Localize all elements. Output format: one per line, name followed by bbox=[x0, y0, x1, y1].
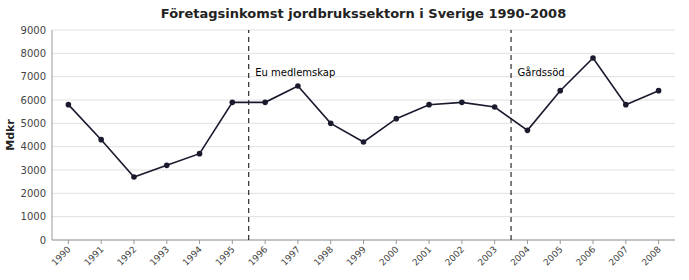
point bbox=[197, 151, 203, 157]
x-tick-label: 2004 bbox=[509, 244, 532, 267]
x-tick-label: 2001 bbox=[410, 244, 433, 267]
grid-line bbox=[52, 193, 675, 194]
point bbox=[230, 100, 236, 106]
y-tick-label: 6000 bbox=[21, 95, 46, 106]
x-tick-label: 2002 bbox=[443, 244, 466, 267]
point bbox=[492, 104, 498, 110]
y-tick-label: 9000 bbox=[21, 25, 46, 36]
x-tick-label: 1997 bbox=[279, 244, 302, 267]
grid-line bbox=[52, 216, 675, 217]
annotation: Eu medlemskap bbox=[255, 67, 335, 78]
x-tick-label: 1993 bbox=[148, 244, 171, 267]
x-tick bbox=[625, 240, 626, 244]
point bbox=[131, 174, 137, 180]
grid-line bbox=[52, 170, 675, 171]
x-tick bbox=[527, 240, 528, 244]
grid-line bbox=[52, 53, 675, 54]
point bbox=[525, 128, 531, 134]
x-tick bbox=[68, 240, 69, 244]
point bbox=[328, 121, 334, 127]
y-tick-label: 7000 bbox=[21, 71, 46, 82]
x-tick bbox=[429, 240, 430, 244]
y-tick-label: 4000 bbox=[21, 141, 46, 152]
point bbox=[66, 102, 72, 108]
reference-line bbox=[248, 30, 249, 240]
x-tick bbox=[658, 240, 659, 244]
point bbox=[98, 137, 104, 143]
point bbox=[164, 163, 170, 169]
x-tick bbox=[265, 240, 266, 244]
y-axis-line bbox=[52, 30, 53, 240]
x-tick bbox=[297, 240, 298, 244]
point bbox=[623, 102, 629, 108]
y-tick-label: 3000 bbox=[21, 165, 46, 176]
x-tick bbox=[199, 240, 200, 244]
reference-line bbox=[511, 30, 512, 240]
x-tick bbox=[461, 240, 462, 244]
y-tick-label: 2000 bbox=[21, 188, 46, 199]
y-tick-label: 8000 bbox=[21, 48, 46, 59]
x-tick-label: 2000 bbox=[377, 244, 400, 267]
x-tick-label: 1991 bbox=[82, 244, 105, 267]
x-tick-label: 1994 bbox=[181, 244, 204, 267]
x-tick bbox=[166, 240, 167, 244]
x-tick bbox=[101, 240, 102, 244]
x-tick-label: 1996 bbox=[246, 244, 269, 267]
x-tick-label: 2007 bbox=[607, 244, 630, 267]
x-tick bbox=[133, 240, 134, 244]
grid-line bbox=[52, 76, 675, 77]
x-tick bbox=[560, 240, 561, 244]
point bbox=[557, 88, 563, 94]
x-tick bbox=[396, 240, 397, 244]
x-tick-label: 2005 bbox=[541, 244, 564, 267]
line bbox=[68, 58, 658, 177]
x-tick-label: 2003 bbox=[476, 244, 499, 267]
grid-line bbox=[52, 30, 675, 31]
grid-line bbox=[52, 146, 675, 147]
y-axis-label: Mdkr bbox=[4, 119, 17, 151]
x-tick-label: 1990 bbox=[50, 244, 73, 267]
point bbox=[426, 102, 432, 108]
point bbox=[459, 100, 465, 106]
x-tick bbox=[363, 240, 364, 244]
point bbox=[590, 55, 596, 61]
y-tick-label: 1000 bbox=[21, 211, 46, 222]
annotation: Gårdssöd bbox=[518, 66, 565, 78]
x-tick-label: 2006 bbox=[574, 244, 597, 267]
grid-line bbox=[52, 123, 675, 124]
title: Företagsinkomst jordbrukssektorn i Sveri… bbox=[161, 6, 566, 21]
plot-area bbox=[66, 30, 662, 240]
x-tick bbox=[330, 240, 331, 244]
point bbox=[295, 83, 301, 89]
x-tick-label: 1992 bbox=[115, 244, 138, 267]
point bbox=[656, 88, 662, 94]
x-tick-label: 1995 bbox=[213, 244, 236, 267]
x-tick bbox=[232, 240, 233, 244]
chart: Företagsinkomst jordbrukssektorn i Sveri… bbox=[0, 0, 689, 280]
point bbox=[361, 139, 367, 145]
x-tick-label: 1998 bbox=[312, 244, 335, 267]
x-tick-label: 2008 bbox=[640, 244, 663, 267]
annotations: Eu medlemskap Gårdssöd bbox=[255, 66, 564, 78]
x-tick bbox=[494, 240, 495, 244]
chart-container: Företagsinkomst jordbrukssektorn i Sveri… bbox=[0, 0, 689, 280]
x-axis: 1990 1991 1992 1993 1994 1995 1996 1997 1998 1999… bbox=[50, 240, 675, 268]
y-tick-label: 0 bbox=[40, 235, 46, 246]
x-tick bbox=[593, 240, 594, 244]
y-tick-label: 5000 bbox=[21, 118, 46, 129]
y-axis: 0 1000 2000 3000 4000 5000 6000 7000 8000 9000 Mdk… bbox=[4, 25, 675, 246]
grid-line bbox=[52, 100, 675, 101]
point bbox=[393, 116, 399, 122]
x-tick-label: 1999 bbox=[345, 244, 368, 267]
point bbox=[262, 100, 268, 106]
